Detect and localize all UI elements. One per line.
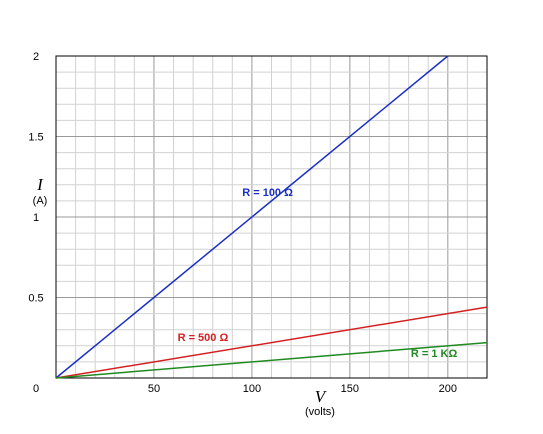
grid	[56, 56, 487, 378]
x-tick-label: 150	[341, 383, 359, 395]
x-tick-label: 0	[33, 383, 39, 395]
series-line-1	[55, 55, 449, 379]
x-tick-label: 50	[148, 383, 160, 395]
series-labels: R = 100 Ω R = 500 Ω R = 1 KΩ	[178, 187, 458, 360]
series-line-2	[55, 306, 488, 379]
series-label-2: R = 500 Ω	[178, 332, 229, 344]
plot-frame	[55, 55, 488, 379]
y-tick-label: 1	[33, 212, 39, 224]
x-axis-label: V	[315, 387, 328, 406]
x-tick-label: 100	[243, 383, 261, 395]
y-axis-label: I	[36, 175, 44, 194]
series-line-3	[55, 341, 488, 379]
y-tick-label: 0.5	[28, 293, 43, 305]
x-tick-label: 200	[439, 383, 457, 395]
series-label-3: R = 1 KΩ	[411, 348, 458, 360]
x-axis-unit: (volts)	[305, 406, 335, 418]
series-label-1: R = 100 Ω	[242, 187, 293, 199]
y-tick-label: 1.5	[28, 132, 43, 144]
y-tick-label: 2	[33, 51, 39, 63]
tick-labels: 0 50 100 150 200 0.5 1 1.5 2	[28, 51, 457, 395]
y-axis-unit: (A)	[33, 195, 48, 207]
series-lines	[55, 55, 488, 379]
